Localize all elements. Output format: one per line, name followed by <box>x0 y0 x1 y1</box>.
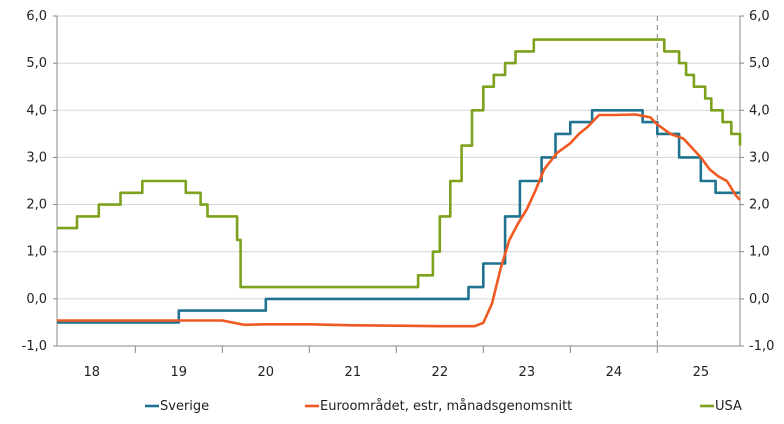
legend-item: USA <box>700 399 742 414</box>
y-tick-label-right: 3,0 <box>749 150 770 165</box>
legend-label: Euroområdet, estr, månadsgenomsnitt <box>320 399 572 414</box>
y-tick-label-left: 4,0 <box>26 103 47 118</box>
x-tick-label: 19 <box>171 365 188 380</box>
legend: Sverige Euroområdet, estr, månadsgenomsni… <box>145 399 742 414</box>
x-tick-label: 18 <box>84 365 101 380</box>
y-tick-label-right: 6,0 <box>749 9 770 24</box>
legend-item: Sverige <box>145 399 209 414</box>
y-tick-label-left: 3,0 <box>26 150 47 165</box>
x-tick-label: 25 <box>693 365 710 380</box>
x-tick-label: 21 <box>345 365 362 380</box>
series-line-sverige <box>57 109 740 324</box>
gridlines <box>57 15 740 347</box>
y-tick-label-left: 2,0 <box>26 198 47 213</box>
y-tick-label-right: 4,0 <box>749 103 770 118</box>
legend-label: Sverige <box>160 399 209 414</box>
x-tick-label: 24 <box>606 365 623 380</box>
x-tick-label: 22 <box>432 365 449 380</box>
y-tick-label-right: -1,0 <box>749 339 774 354</box>
y-tick-label-left: -1,0 <box>22 339 47 354</box>
series-line-euroomr-det <box>57 113 741 328</box>
y-tick-label-right: 0,0 <box>749 292 770 307</box>
y-tick-label-right: 1,0 <box>749 245 770 260</box>
y-tick-label-left: 6,0 <box>26 9 47 24</box>
y-tick-label-left: 1,0 <box>26 245 47 260</box>
x-tick-label: 23 <box>519 365 536 380</box>
y-tick-label-right: 2,0 <box>749 198 770 213</box>
y-tick-label-left: 5,0 <box>26 56 47 71</box>
y-tick-label-left: 0,0 <box>26 292 47 307</box>
legend-item: Euroområdet, estr, månadsgenomsnitt <box>305 399 572 414</box>
legend-label: USA <box>715 399 742 414</box>
y-tick-label-right: 5,0 <box>749 56 770 71</box>
axes: -1,0 -1,0 0,0 0,0 1,0 1,0 2,0 2,0 3,0 3,0 4,0 4,0 5,… <box>22 9 775 380</box>
series-lines <box>57 38 742 328</box>
series-line-usa <box>57 38 742 289</box>
x-tick-label: 20 <box>258 365 275 380</box>
